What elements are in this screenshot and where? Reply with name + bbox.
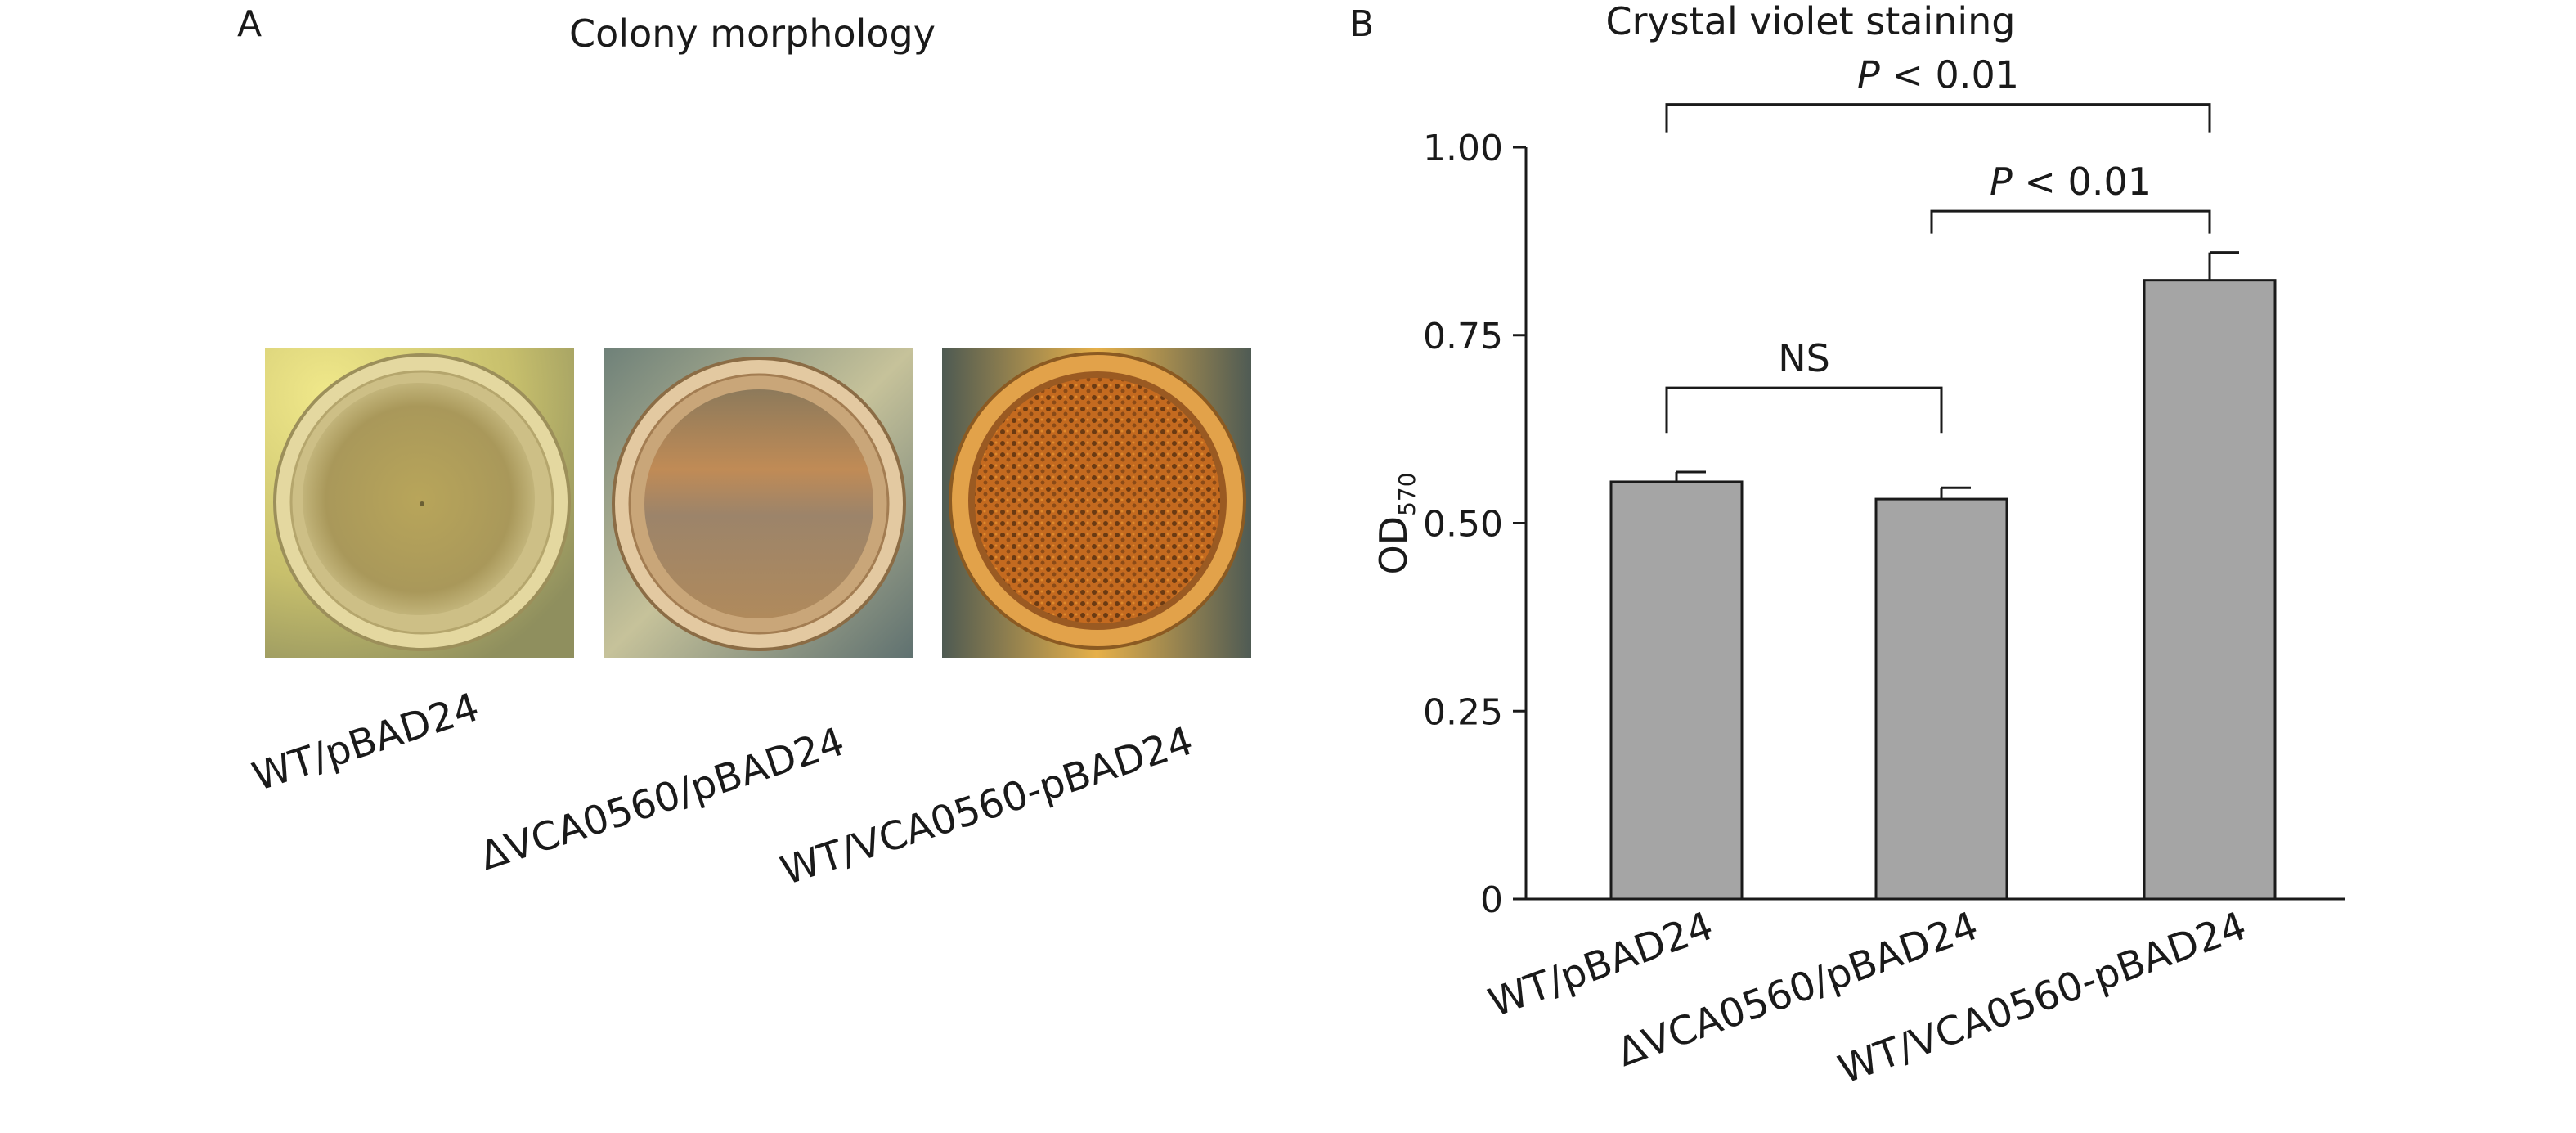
significance-label: P < 0.01 bbox=[1990, 160, 2152, 204]
significance-label: P < 0.01 bbox=[1857, 53, 2019, 97]
y-axis-label-subscript: 570 bbox=[1393, 472, 1420, 515]
y-axis-title: OD570 bbox=[1371, 472, 1420, 574]
colony-image-wt bbox=[265, 348, 574, 658]
panel-a-title: Colony morphology bbox=[569, 11, 936, 56]
bar bbox=[1874, 497, 2008, 901]
y-tick-label: 0.75 bbox=[1423, 316, 1503, 357]
significance-bracket bbox=[1665, 386, 1943, 434]
panel-a-letter: A bbox=[237, 3, 263, 45]
y-axis-label: OD bbox=[1371, 516, 1416, 575]
significance-bracket bbox=[1930, 209, 2211, 234]
bar bbox=[2143, 279, 2277, 901]
panel-b-letter: B bbox=[1349, 3, 1375, 45]
colony-image-deletion bbox=[604, 348, 913, 658]
y-tick-label: 1.00 bbox=[1423, 128, 1503, 169]
y-tick-label: 0 bbox=[1480, 879, 1503, 921]
significance-label: NS bbox=[1778, 336, 1830, 380]
colony-image-overexpression bbox=[942, 348, 1251, 658]
chart-title: Crystal violet staining bbox=[1606, 0, 2016, 43]
bar bbox=[1609, 480, 1744, 901]
y-tick-label: 0.25 bbox=[1423, 691, 1503, 733]
y-tick-label: 0.50 bbox=[1423, 504, 1503, 546]
svg-text:OD570: OD570 bbox=[1371, 472, 1420, 574]
significance-bracket bbox=[1665, 103, 2211, 133]
